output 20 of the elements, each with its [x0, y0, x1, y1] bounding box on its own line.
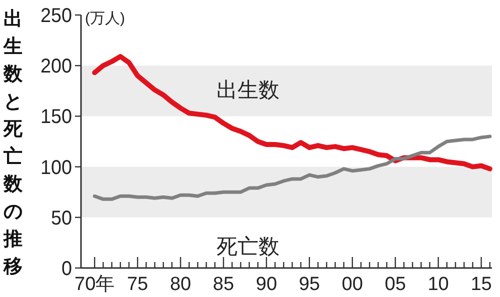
- x-tick-label: 80: [170, 274, 192, 295]
- x-tick-label: 85: [212, 274, 234, 295]
- x-tick-label: 95: [298, 274, 320, 295]
- y-tick-label: 200: [40, 56, 74, 78]
- x-tick-label: 75: [126, 274, 148, 295]
- chart-title: 出生数と死亡数の推移: [4, 9, 22, 278]
- y-tick-label: 100: [40, 156, 74, 179]
- y-tick-label: 0: [62, 258, 73, 280]
- x-tick-label: 70年: [74, 274, 115, 295]
- x-tick-label: 00: [342, 274, 363, 295]
- x-tick-label: 90: [256, 274, 278, 295]
- y-tick-label: 50: [51, 207, 74, 230]
- text: 死亡数: [216, 236, 280, 259]
- series-label: 出生数: [216, 78, 280, 102]
- y-tick-label: 250: [40, 5, 74, 27]
- x-tick-label: 15: [470, 274, 492, 295]
- x-tick-label: 05: [384, 274, 406, 295]
- y-tick-label: 150: [40, 106, 74, 128]
- y-axis-title: (万人): [85, 10, 125, 27]
- x-tick-label: 10: [428, 274, 449, 295]
